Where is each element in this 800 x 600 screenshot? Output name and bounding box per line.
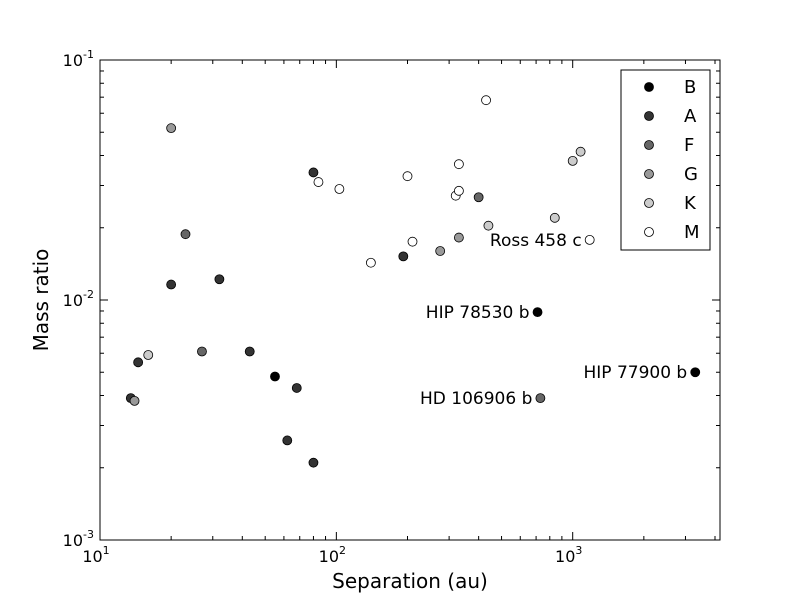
data-point-g: [435, 246, 446, 256]
point-annotation: HIP 77900 b: [584, 363, 688, 383]
legend-marker: [644, 198, 654, 208]
data-point-k: [143, 350, 154, 360]
legend-box: [620, 69, 711, 251]
axis-tick-labels: 101 102 103 10-3 10-2 10-1: [63, 48, 583, 566]
legend-marker: [644, 111, 654, 121]
data-points: [125, 95, 701, 468]
data-point-a: [166, 279, 177, 290]
y-axis-label: Mass ratio: [29, 249, 53, 352]
data-point-a: [398, 251, 409, 262]
data-point-a: [133, 357, 144, 368]
y-tick-label: 10-2: [63, 288, 94, 310]
x-tick-label: 101: [82, 544, 109, 566]
data-point-g: [129, 395, 140, 406]
data-point-m: [453, 185, 464, 196]
point-annotation: Ross 458 c: [490, 231, 582, 251]
legend-label: A: [684, 106, 697, 127]
data-point-m: [584, 234, 595, 245]
legend-marker: [644, 82, 654, 92]
data-point-f: [535, 393, 546, 404]
legend-label: B: [684, 77, 696, 98]
data-point-a: [308, 457, 319, 468]
legend-marker: [644, 140, 654, 150]
data-point-m: [481, 95, 491, 106]
data-point-k: [483, 220, 494, 231]
data-point-k: [567, 155, 578, 166]
data-point-f: [473, 192, 484, 203]
y-tick-label: 10-1: [63, 48, 94, 70]
data-point-m: [407, 236, 418, 247]
data-point-m: [365, 257, 376, 268]
legend-label: F: [684, 135, 694, 156]
data-point-g: [453, 232, 464, 243]
data-point-f: [197, 346, 207, 357]
point-annotation: HD 106906 b: [420, 389, 532, 409]
axis-ticks: [99, 59, 720, 541]
data-point-m: [402, 171, 413, 182]
data-point-a: [291, 383, 302, 393]
legend-marker: [644, 169, 654, 179]
data-point-g: [166, 123, 177, 134]
plot-area: [99, 59, 721, 541]
y-tick-label: 10-3: [63, 528, 94, 550]
data-point-b: [690, 367, 701, 378]
point-annotation: HIP 78530 b: [426, 303, 530, 323]
data-point-b: [532, 307, 543, 318]
data-point-a: [282, 435, 293, 446]
legend-marker: [644, 227, 654, 237]
data-point-f: [180, 229, 191, 240]
data-point-m: [453, 159, 464, 170]
x-tick-label: 102: [319, 544, 346, 566]
data-point-k: [575, 146, 586, 157]
data-point-a: [308, 167, 319, 178]
data-point-k: [549, 212, 560, 223]
legend-label: M: [684, 222, 700, 243]
x-tick-label: 103: [555, 544, 582, 566]
data-point-a: [244, 346, 255, 357]
x-axis-label: Separation (au): [332, 569, 488, 593]
point-annotations: Ross 458 c HIP 78530 b HIP 77900 b HD 10690…: [420, 231, 687, 409]
legend-label: K: [684, 193, 697, 214]
data-point-m: [334, 184, 345, 194]
data-point-m: [313, 177, 324, 187]
data-point-a: [214, 274, 225, 285]
legend-label: G: [684, 164, 698, 185]
data-point-b: [270, 371, 280, 382]
